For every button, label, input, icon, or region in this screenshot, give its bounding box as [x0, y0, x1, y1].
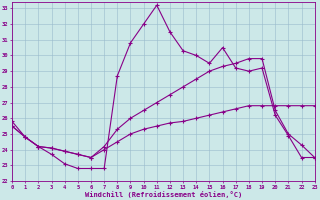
X-axis label: Windchill (Refroidissement éolien,°C): Windchill (Refroidissement éolien,°C): [85, 191, 242, 198]
